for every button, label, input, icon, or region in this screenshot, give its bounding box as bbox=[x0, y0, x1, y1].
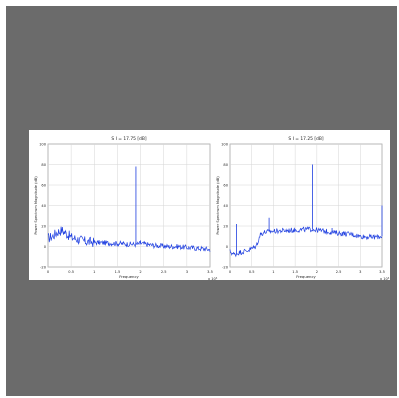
plot-1 bbox=[47, 143, 211, 268]
y-tick-label: 0 bbox=[226, 245, 229, 249]
x-tick-label: 2 bbox=[139, 270, 141, 274]
x-axis-label: Frequency bbox=[296, 274, 316, 279]
x-tick-label: 2.5 bbox=[161, 270, 167, 274]
y-tick-label: 60 bbox=[223, 183, 228, 187]
x-tick-label: 2.5 bbox=[336, 270, 342, 274]
y-tick-label: 40 bbox=[41, 204, 46, 208]
y-tick-label: 80 bbox=[223, 163, 228, 167]
series-line bbox=[229, 226, 383, 258]
y-tick-label: 20 bbox=[41, 224, 46, 228]
x-tick-label: 1 bbox=[93, 270, 95, 274]
x-tick-label: 3 bbox=[359, 270, 361, 274]
y-axis-label: Power Spectrum Magnitude (dB) bbox=[34, 176, 38, 235]
x-tick-label: 3.5 bbox=[379, 270, 385, 274]
x-tick-label: 0.5 bbox=[68, 270, 74, 274]
x-tick-label: 0 bbox=[47, 270, 50, 274]
x-tick-label: 1 bbox=[272, 270, 274, 274]
chart-title: S I = 17.75 [dB] bbox=[111, 136, 146, 142]
figure-panel: 0 0.5 1 1.5 2 2.5 3 3.5 -20 0 20 40 60 80 100 S I = 17.… bbox=[29, 130, 390, 280]
series-line bbox=[47, 226, 211, 252]
plot-2 bbox=[229, 143, 383, 268]
y-tick-label: 0 bbox=[44, 245, 47, 249]
y-tick-label: 60 bbox=[41, 183, 46, 187]
y-tick-label: 80 bbox=[41, 163, 46, 167]
chart-title: S I = 17.25 [dB] bbox=[288, 136, 323, 142]
x-tick-label: 1.5 bbox=[115, 270, 121, 274]
y-axis-label: Power Spectrum Magnitude (dB) bbox=[216, 176, 220, 235]
x-exponent-label: x 10⁴ bbox=[380, 277, 390, 280]
x-tick-label: 0 bbox=[229, 270, 232, 274]
x-tick-label: 3.5 bbox=[207, 270, 213, 274]
x-tick-label: 2 bbox=[316, 270, 318, 274]
y-tick-label: 100 bbox=[221, 142, 229, 146]
y-tick-label: -20 bbox=[222, 265, 229, 269]
x-exponent-label: x 10⁴ bbox=[208, 277, 218, 280]
y-tick-label: 20 bbox=[223, 224, 228, 228]
y-tick-label: -20 bbox=[40, 265, 47, 269]
x-tick-label: 3 bbox=[186, 270, 188, 274]
x-tick-label: 1.5 bbox=[292, 270, 298, 274]
x-axis-label: Frequency bbox=[119, 274, 139, 279]
y-tick-label: 100 bbox=[39, 142, 47, 146]
y-tick-label: 40 bbox=[223, 204, 228, 208]
x-tick-label: 0.5 bbox=[249, 270, 255, 274]
